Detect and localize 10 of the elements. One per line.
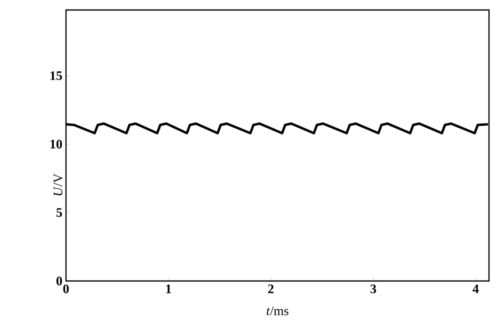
y-tick-label: 15 <box>50 71 62 80</box>
y-tick-label: 5 <box>56 208 62 217</box>
x-tick-label: 0 <box>63 284 69 294</box>
x-tick-label: 3 <box>370 284 376 294</box>
x-tick-label: 2 <box>268 284 274 294</box>
y-tick-label: 10 <box>50 140 62 149</box>
x-tick-label: 4 <box>472 284 479 294</box>
y-tick-label: 0 <box>56 276 62 286</box>
x-axis-title: t/ms <box>266 306 288 316</box>
x-tick-label: 1 <box>166 284 172 294</box>
